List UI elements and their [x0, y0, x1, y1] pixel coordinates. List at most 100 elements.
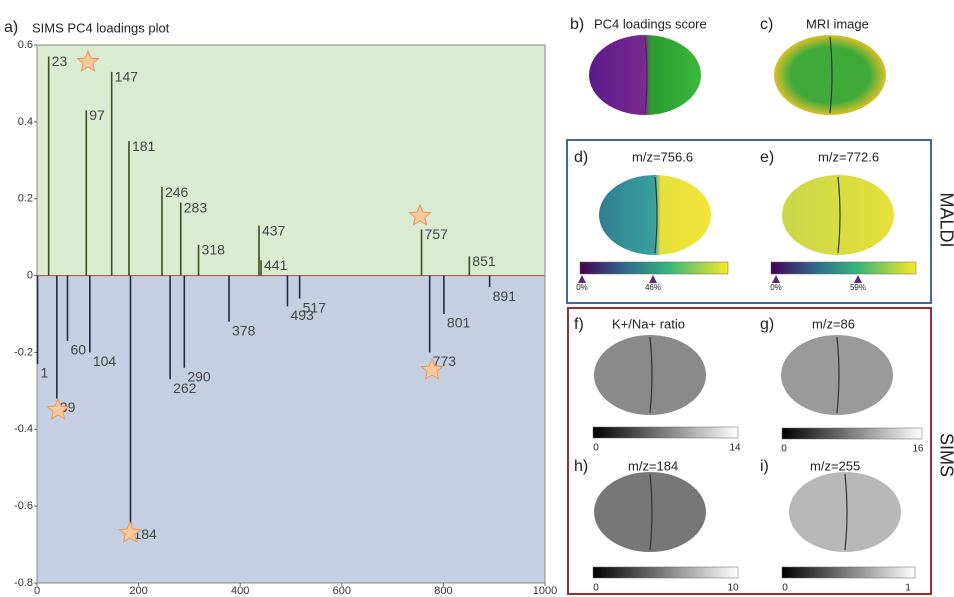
scale-label: 46%	[645, 283, 661, 292]
brain-image	[589, 35, 701, 115]
peak-label: 147	[115, 69, 139, 85]
peak-label: 757	[425, 226, 449, 242]
peak-label: 441	[264, 257, 288, 273]
y-tick-label: 0.4	[18, 116, 33, 128]
peak-label: 23	[52, 53, 68, 69]
peak-label: 262	[173, 380, 197, 396]
group-label: SIMS	[936, 433, 954, 477]
peak-label: 290	[187, 369, 211, 385]
y-tick-label: -0.4	[14, 423, 33, 435]
y-tick-label: -0.6	[14, 500, 33, 512]
panel-title: m/z=756.6	[632, 149, 693, 164]
y-tick-label: 0.6	[18, 39, 33, 51]
brain-image	[594, 335, 706, 415]
peak-label: 104	[93, 353, 117, 369]
peak-label: 851	[472, 253, 496, 269]
peak-label: 97	[89, 107, 105, 123]
star	[118, 520, 142, 543]
x-tick-label: 600	[333, 585, 351, 597]
peak-label: 318	[202, 242, 226, 258]
brain-image	[594, 472, 706, 552]
y-tick-label: 0	[27, 269, 33, 281]
peak-label: 891	[493, 288, 517, 304]
scale-marker	[649, 275, 657, 283]
star	[420, 357, 444, 380]
colorbar	[770, 261, 917, 275]
peak-label: 60	[70, 342, 86, 358]
brain-midline	[837, 176, 841, 254]
peak-label: 378	[232, 322, 256, 338]
panel-letter: h)	[574, 458, 588, 475]
scale-marker	[578, 275, 586, 283]
peak-label: 437	[262, 222, 286, 238]
scale-label: 1	[905, 583, 911, 594]
x-tick-label: 0	[34, 585, 40, 597]
x-tick-label: 400	[231, 585, 249, 597]
colorbar	[781, 427, 923, 440]
brain-image	[782, 175, 894, 255]
y-tick-label: -0.8	[14, 577, 33, 589]
brain-midline	[829, 36, 833, 114]
scale-marker	[772, 275, 780, 283]
scale-label: 0	[782, 583, 788, 594]
x-tick-label: 200	[129, 585, 147, 597]
peak-label: 283	[184, 199, 208, 215]
scale-label: 0	[593, 583, 599, 594]
y-tick-label: -0.2	[14, 346, 33, 358]
scale-label: 16	[912, 444, 924, 455]
positive-region	[37, 45, 545, 276]
image-panels: b) PC4 loadings score c) MRI image d) m/z=756…	[566, 16, 954, 595]
scale-label: 10	[727, 583, 739, 594]
brain-midline	[836, 336, 840, 414]
panel-title: m/z=255	[810, 458, 860, 473]
panel-title: K+/Na+ ratio	[612, 316, 685, 331]
brain-image	[599, 175, 711, 255]
scale-label: 0%	[770, 283, 782, 292]
panel-title: m/z=86	[812, 316, 855, 331]
panel-letter: f)	[574, 316, 584, 333]
panel-title: m/z=772.6	[818, 149, 879, 164]
brain-image	[774, 35, 886, 115]
scale-label: 14	[729, 443, 741, 454]
panel-title: PC4 loadings score	[594, 16, 707, 31]
y-tick-label: 0.2	[18, 193, 33, 205]
chart-title: SIMS PC4 loadings plot	[32, 20, 170, 35]
group-label: MALDI	[936, 192, 954, 247]
peak-label: 801	[447, 315, 471, 331]
panel-letter: d)	[574, 149, 588, 166]
colorbar	[579, 261, 729, 275]
panel-letter: c)	[760, 16, 773, 33]
scale-label: 0	[593, 443, 599, 454]
brain-midline	[654, 176, 658, 254]
colorbar	[592, 426, 739, 439]
peak-label: 184	[133, 526, 157, 542]
scale-marker	[854, 275, 862, 283]
panel-letter: g)	[760, 316, 774, 333]
peak-label: 773	[433, 353, 457, 369]
panel-title: MRI image	[806, 16, 869, 31]
x-tick-label: 1000	[533, 585, 557, 597]
peak-label: 517	[303, 299, 327, 315]
peak-label: 493	[290, 307, 314, 323]
scale-label: 0	[781, 444, 787, 455]
scale-label: 59%	[850, 283, 866, 292]
colorbar	[592, 566, 739, 579]
brain-midline	[644, 36, 648, 114]
star	[46, 397, 70, 420]
panel-letter: i)	[760, 458, 769, 475]
peak-label: 1	[41, 365, 49, 381]
loadings-plot: a) SIMS PC4 loadings plot -0.8 -0.6 -0.4 -0.2…	[4, 19, 557, 597]
peak-label: 246	[165, 184, 189, 200]
brain-midline	[649, 336, 653, 414]
maldi-box	[566, 139, 932, 304]
x-tick-label: 800	[434, 585, 452, 597]
colorbar	[781, 566, 916, 579]
brain-image	[789, 472, 901, 552]
brain-midline	[649, 473, 653, 551]
star	[76, 49, 100, 72]
scale-label: 0%	[576, 283, 588, 292]
sims-box	[567, 307, 932, 595]
panel-letter: b)	[570, 16, 584, 33]
panel-title: m/z=184	[628, 458, 678, 473]
